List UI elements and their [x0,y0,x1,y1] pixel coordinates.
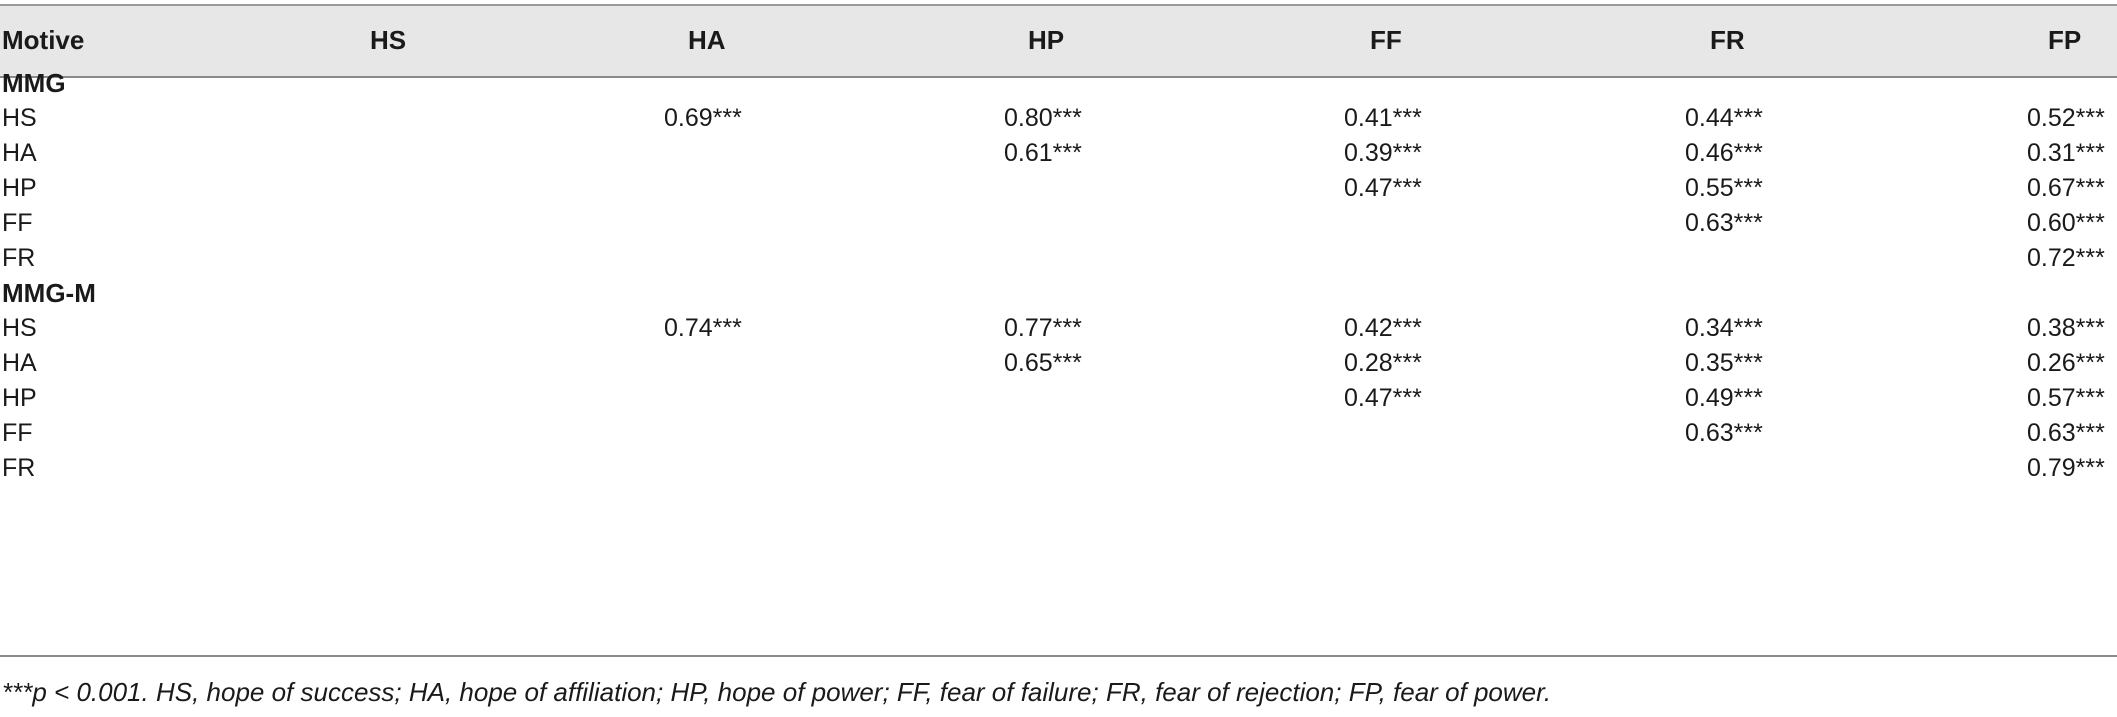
cell-fp: 0.26*** [2027,349,2105,377]
cell-fp: 0.38*** [2027,314,2105,342]
cell-fr: 0.55*** [1685,174,1763,202]
cell-fr: 0.63*** [1685,419,1763,447]
row-label: HP [2,174,37,202]
section-title: MMG-M [2,278,96,308]
bottom-rule [0,655,2117,657]
header-hp: HP [1028,25,1065,55]
cell-hp: 0.80*** [1004,104,1082,132]
cell-ff: 0.41*** [1344,104,1422,132]
header-motive: Motive [2,25,85,55]
cell-ff: 0.47*** [1344,384,1422,412]
cell-fp: 0.79*** [2027,454,2105,482]
header-ha: HA [688,25,726,55]
header-row [0,6,2117,76]
cell-ha: 0.69*** [664,104,742,132]
cell-ha: 0.74*** [664,314,742,342]
cell-hp: 0.61*** [1004,139,1082,167]
cell-fp: 0.52*** [2027,104,2105,132]
cell-fp: 0.60*** [2027,209,2105,237]
table-footnote: ***p < 0.001. HS, hope of success; HA, h… [2,677,1552,707]
row-label: HP [2,384,37,412]
row-label: HA [2,139,37,167]
cell-fr: 0.63*** [1685,209,1763,237]
row-label: FF [2,209,33,237]
header-rule [0,76,2117,78]
cell-ff: 0.39*** [1344,139,1422,167]
row-label: HS [2,104,37,132]
cell-hp: 0.77*** [1004,314,1082,342]
cell-fr: 0.44*** [1685,104,1763,132]
cell-hp: 0.65*** [1004,349,1082,377]
cell-fp: 0.67*** [2027,174,2105,202]
header-fr: FR [1710,25,1745,55]
top-rule [0,4,2117,6]
cell-fr: 0.34*** [1685,314,1763,342]
cell-fr: 0.49*** [1685,384,1763,412]
cell-fp: 0.57*** [2027,384,2105,412]
cell-fp: 0.63*** [2027,419,2105,447]
row-label: HS [2,314,37,342]
cell-fp: 0.31*** [2027,139,2105,167]
header-fp: FP [2048,25,2082,55]
row-label: FF [2,419,33,447]
row-label: FR [2,244,36,272]
header-hs: HS [370,25,407,55]
cell-ff: 0.28*** [1344,349,1422,377]
cell-ff: 0.47*** [1344,174,1422,202]
header-ff: FF [1370,25,1402,55]
row-label: FR [2,454,36,482]
cell-fr: 0.46*** [1685,139,1763,167]
cell-fp: 0.72*** [2027,244,2105,272]
cell-fr: 0.35*** [1685,349,1763,377]
row-label: HA [2,349,37,377]
cell-ff: 0.42*** [1344,314,1422,342]
section-title: MMG [2,68,66,98]
